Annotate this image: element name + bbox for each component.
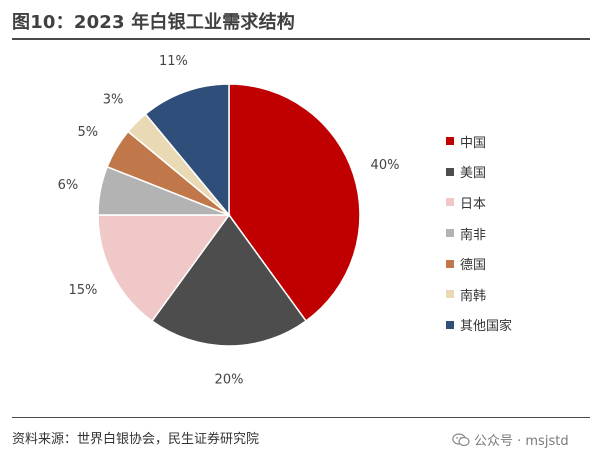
- legend-swatch: [446, 198, 454, 207]
- pie-slice-2: [150, 213, 308, 347]
- pie-slice-3: [97, 214, 231, 323]
- legend-label: 南韩: [460, 288, 487, 304]
- legend-label: 日本: [460, 196, 487, 212]
- title-rule: [12, 38, 590, 40]
- legend-swatch: [446, 137, 454, 146]
- legend-item-7: 其他国家: [446, 310, 512, 341]
- slice-label-1: 40%: [371, 158, 400, 173]
- slice-label-7: 11%: [159, 54, 188, 69]
- legend-item-4: 南非: [446, 218, 512, 249]
- pie-slice-7: [144, 83, 230, 218]
- legend-label: 德国: [460, 258, 487, 274]
- legend-item-6: 南韩: [446, 279, 512, 310]
- slice-label-5: 5%: [77, 125, 98, 140]
- legend-label: 其他国家: [460, 319, 513, 335]
- pie-slice-1: [228, 83, 361, 323]
- legend-swatch: [446, 320, 454, 329]
- watermark-text: 公众号 · msjstd: [474, 434, 569, 449]
- slice-label-3: 15%: [68, 283, 97, 298]
- legend-swatch: [446, 290, 454, 299]
- legend-swatch: [446, 167, 454, 176]
- source-note: 资料来源：世界白银协会，民生证券研究院: [12, 432, 260, 447]
- legend-item-3: 日本: [446, 187, 512, 218]
- legend-item-2: 美国: [446, 157, 512, 188]
- legend-item-5: 德国: [446, 248, 512, 279]
- wechat-icon: [452, 432, 470, 446]
- source-rule: [12, 417, 590, 418]
- legend-swatch: [446, 259, 454, 268]
- watermark: 公众号 · msjstd: [452, 430, 569, 449]
- legend-item-1: 中国: [446, 126, 512, 157]
- slice-label-6: 3%: [103, 93, 124, 108]
- slice-label-2: 20%: [215, 373, 244, 388]
- legend-label: 中国: [460, 135, 487, 151]
- legend-swatch: [446, 229, 454, 238]
- legend-label: 南非: [460, 227, 487, 243]
- legend-label: 美国: [460, 166, 487, 182]
- chart-title: 图10：2023 年白银工业需求结构: [12, 12, 296, 33]
- legend: 中国美国日本南非德国南韩其他国家: [446, 126, 512, 340]
- slice-label-4: 6%: [58, 178, 79, 193]
